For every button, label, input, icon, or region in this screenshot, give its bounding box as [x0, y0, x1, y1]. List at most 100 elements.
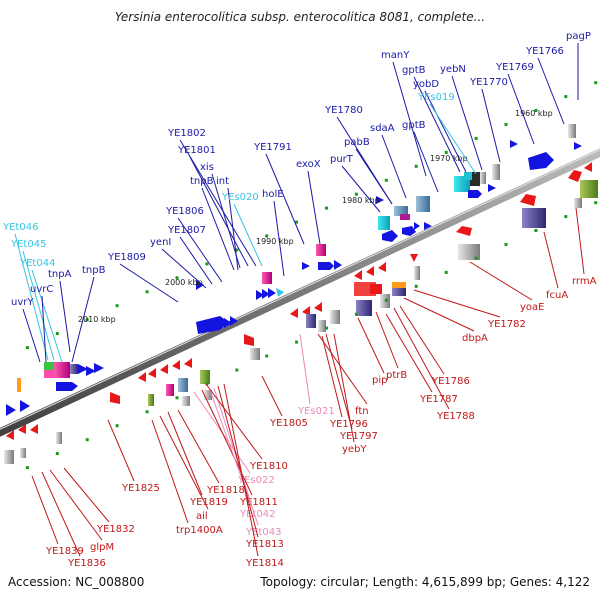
leader-line — [393, 307, 450, 410]
gene-label-xis[interactable]: xis — [200, 162, 214, 173]
scale-tick-label: 1980 kbp — [342, 196, 380, 205]
gene-label-ye1782[interactable]: YE1782 — [487, 319, 526, 330]
gene-label-ye1832[interactable]: YE1832 — [96, 524, 135, 535]
gene-label-ye1813[interactable]: YE1813 — [245, 539, 284, 550]
leader-line — [537, 57, 565, 125]
gene-label-yet042[interactable]: YEt042 — [239, 509, 275, 520]
gene-label-sdaa[interactable]: sdaA — [370, 123, 395, 134]
gene-label-ye1770[interactable]: YE1770 — [469, 77, 508, 88]
gene-label-yet043[interactable]: YEt043 — [245, 527, 281, 538]
accession-label: Accession: NC_008800 — [8, 575, 145, 589]
gene-label-yet046[interactable]: YEt046 — [2, 222, 38, 233]
gene-label-uvry[interactable]: uvrY — [11, 297, 34, 308]
gene-label-ye1806[interactable]: YE1806 — [165, 206, 204, 217]
gene-label-ye1809[interactable]: YE1809 — [107, 252, 146, 263]
leader-line — [159, 415, 209, 510]
gene-label-ye1810[interactable]: YE1810 — [249, 461, 288, 472]
gene-label-yobd[interactable]: yobD — [413, 79, 439, 90]
gene-label-tnpb[interactable]: tnpB — [190, 176, 214, 187]
gene-label-ye1805[interactable]: YE1805 — [269, 418, 308, 429]
gene-label-ye1801[interactable]: YE1801 — [177, 145, 216, 156]
gene-label-glpm[interactable]: glpM — [90, 542, 114, 553]
gene-label-hole[interactable]: holE — [262, 189, 284, 200]
leader-line — [385, 313, 433, 393]
scale-tick-label: 1960 kbp — [515, 109, 553, 118]
gene-label-yet045[interactable]: YEt045 — [10, 239, 46, 250]
gene-label-pabb[interactable]: pabB — [344, 137, 370, 148]
gene-label-ye1786[interactable]: YE1786 — [431, 376, 470, 387]
gene-label-ye1818[interactable]: YE1818 — [206, 485, 245, 496]
leader-line — [107, 419, 135, 482]
leader-line — [469, 261, 533, 301]
leader-line — [307, 170, 321, 245]
gene-label-pagp[interactable]: pagP — [566, 31, 591, 42]
gene-label-pip[interactable]: pip — [372, 375, 387, 386]
gene-label-tnpa[interactable]: tnpA — [48, 269, 72, 280]
gene-label-yet044[interactable]: YEt044 — [19, 258, 55, 269]
gene-label-ye1780[interactable]: YE1780 — [324, 105, 363, 116]
gene-label-ye1839[interactable]: YE1839 — [45, 546, 84, 557]
genome-summary: Topology: circular; Length: 4,615,899 bp… — [260, 575, 590, 589]
leader-line — [41, 295, 47, 363]
leader-line — [31, 475, 59, 545]
gene-label-ail[interactable]: ail — [196, 511, 208, 522]
gene-label-ye1825[interactable]: YE1825 — [121, 483, 160, 494]
gene-label-ye1788[interactable]: YE1788 — [436, 411, 475, 422]
gene-label-ye1819[interactable]: YE1819 — [189, 497, 228, 508]
leader-line — [321, 335, 343, 418]
gene-label-many[interactable]: manY — [381, 50, 410, 61]
leader-line — [22, 308, 41, 363]
gene-label-uvrc[interactable]: uvrC — [30, 284, 53, 295]
gene-label-tnpb[interactable]: tnpB — [82, 265, 106, 276]
gene-label-ptrb[interactable]: ptrB — [386, 370, 407, 381]
gene-label-yes022[interactable]: YEs022 — [237, 475, 275, 486]
gene-label-ye1791[interactable]: YE1791 — [253, 142, 292, 153]
gene-label-yeni[interactable]: yenI — [150, 237, 171, 248]
gene-label-yeby[interactable]: yebY — [342, 444, 367, 455]
gene-label-ye1814[interactable]: YE1814 — [245, 558, 284, 569]
leader-line — [424, 90, 467, 173]
gene-label-dbpa[interactable]: dbpA — [462, 333, 488, 344]
leader-line — [167, 411, 203, 496]
leader-line — [392, 61, 427, 177]
leader-line — [261, 375, 283, 417]
gene-label-fcua[interactable]: fcuA — [546, 290, 568, 301]
leader-line — [201, 389, 253, 496]
gene-label-yebn[interactable]: yebN — [440, 64, 466, 75]
gene-label-ye1802[interactable]: YE1802 — [167, 128, 206, 139]
gene-label-ftn[interactable]: ftn — [355, 406, 369, 417]
leader-line — [119, 263, 179, 303]
gene-label-ye1787[interactable]: YE1787 — [419, 394, 458, 405]
gene-label-yes019[interactable]: YEs019 — [417, 92, 455, 103]
genome-backbone-highlight — [0, 149, 600, 430]
gene-label-rrma[interactable]: rrmA — [572, 276, 597, 287]
scale-tick-label: 2010 kbp — [78, 315, 116, 324]
gene-label-ye1836[interactable]: YE1836 — [67, 558, 106, 569]
leader-line — [63, 467, 110, 523]
gene-label-yes021[interactable]: YEs021 — [297, 406, 335, 417]
gene-label-yes020[interactable]: YEs020 — [221, 192, 259, 203]
gene-label-ye1796[interactable]: YE1796 — [329, 419, 368, 430]
leader-line — [299, 333, 311, 405]
leader-line — [543, 231, 559, 289]
gene-label-ye1766[interactable]: YE1766 — [525, 46, 564, 57]
leader-line — [481, 88, 501, 163]
gene-label-gptb[interactable]: gptB — [402, 65, 426, 76]
gene-label-ye1769[interactable]: YE1769 — [495, 62, 534, 73]
scale-tick-label: 1990 kbp — [256, 237, 294, 246]
gene-label-purt[interactable]: purT — [330, 154, 354, 165]
gene-label-trp1400a[interactable]: trp1400A — [176, 525, 223, 536]
leader-line — [341, 165, 381, 213]
gene-label-ye1811[interactable]: YE1811 — [239, 497, 278, 508]
leader-line — [233, 203, 263, 267]
gene-label-ye1797[interactable]: YE1797 — [339, 431, 378, 442]
leader-line — [273, 200, 285, 277]
gene-label-yoae[interactable]: yoaE — [520, 302, 544, 313]
gene-label-gptb[interactable]: gptB — [402, 120, 426, 131]
forward-strand-features — [6, 124, 582, 416]
gene-label-int[interactable]: int — [216, 176, 229, 187]
leader-line — [333, 333, 355, 443]
gene-label-exox[interactable]: exoX — [296, 159, 321, 170]
